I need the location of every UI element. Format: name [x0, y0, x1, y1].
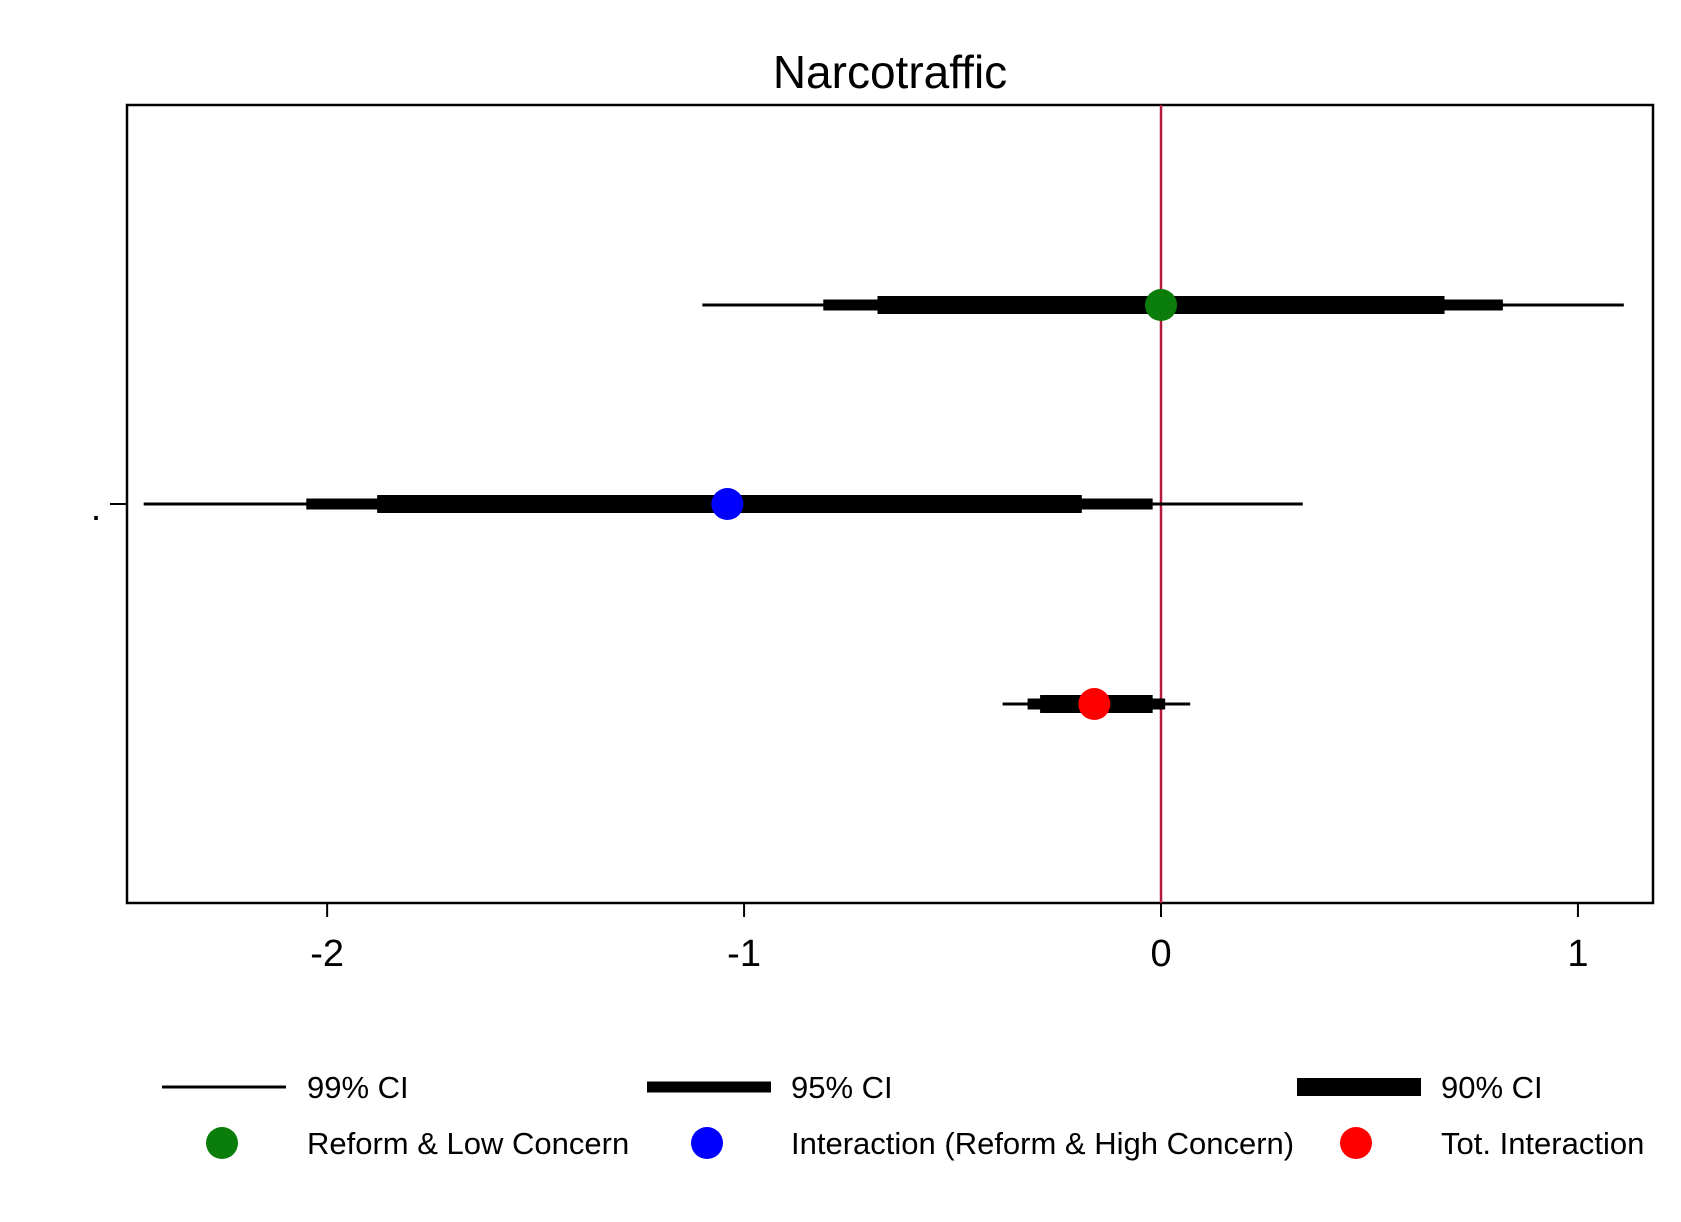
- x-axis-tick-label: 0: [1150, 933, 1171, 975]
- point-estimate: [1078, 688, 1111, 720]
- legend-ci-label: 95% CI: [791, 1070, 893, 1105]
- legend-series-marker: [206, 1127, 238, 1159]
- legend-ci-label: 90% CI: [1441, 1070, 1543, 1105]
- point-estimate: [711, 488, 744, 520]
- y-axis-tick-label: .: [91, 487, 102, 529]
- x-axis-tick-label: 1: [1567, 933, 1588, 975]
- chart-title: Narcotraffic: [773, 46, 1007, 98]
- legend-series-marker: [691, 1127, 723, 1159]
- legend-ci-label: 99% CI: [307, 1070, 409, 1105]
- x-axis-tick-label: -2: [310, 933, 344, 975]
- legend-series-marker: [1340, 1127, 1372, 1159]
- point-estimate: [1145, 289, 1178, 321]
- legend-series-label: Reform & Low Concern: [307, 1126, 629, 1161]
- legend-series-label: Tot. Interaction: [1441, 1126, 1644, 1161]
- x-axis-tick-label: -1: [727, 933, 761, 975]
- legend-series-label: Interaction (Reform & High Concern): [791, 1126, 1294, 1161]
